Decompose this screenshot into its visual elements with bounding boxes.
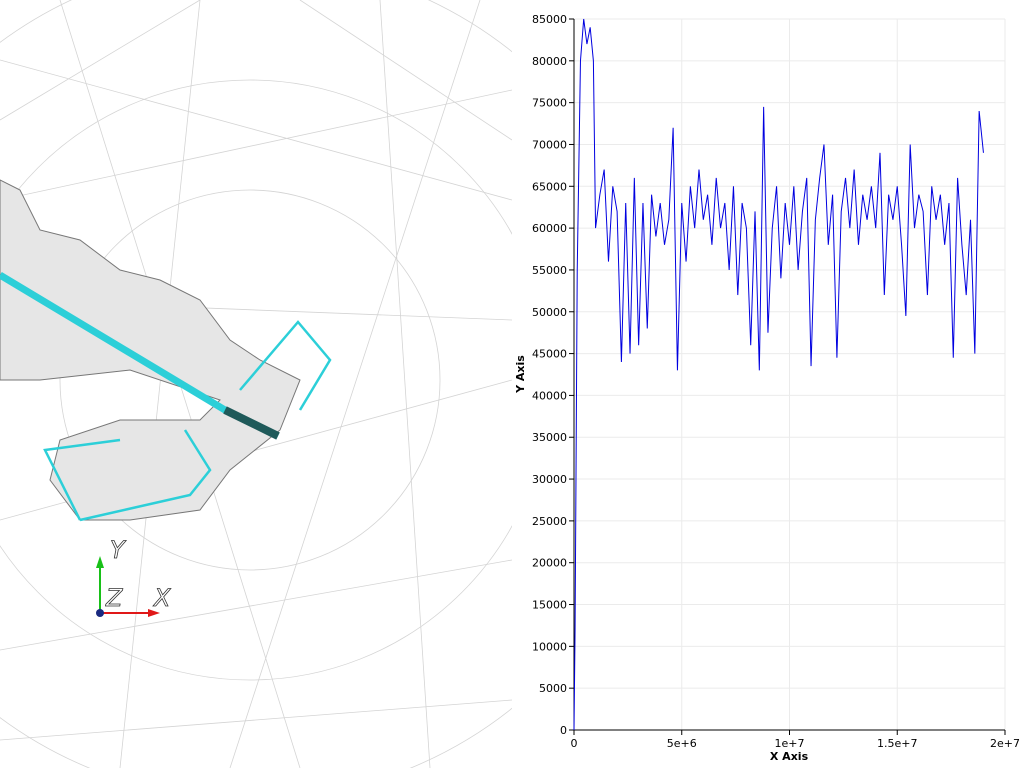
orientation-axes: Y Z X	[96, 536, 171, 617]
y-tick-label: 25000	[532, 515, 567, 528]
axis-y-label: Y	[110, 536, 127, 564]
y-tick-label: 10000	[532, 640, 567, 653]
y-tick-label: 20000	[532, 557, 567, 570]
axis-x-label: X	[152, 584, 171, 612]
y-tick-label: 40000	[532, 389, 567, 402]
x-tick-label: 0	[571, 737, 578, 750]
y-tick-label: 30000	[532, 473, 567, 486]
line-chart-view: X Axis Y Axis 0 5000 10000 15000 20000 25000 3…	[512, 0, 1024, 768]
y-tick-label: 75000	[532, 97, 567, 110]
glyphs	[0, 179, 332, 522]
x-axis-title: X Axis	[770, 750, 809, 763]
y-tick-label: 60000	[532, 222, 567, 235]
series-line	[573, 18, 984, 731]
y-tick-label: 85000	[532, 13, 567, 26]
chart-background	[512, 0, 1024, 768]
x-tick-label: 1e+7	[775, 737, 805, 750]
y-tick-label: 35000	[532, 431, 567, 444]
y-tick-label: 15000	[532, 599, 567, 612]
y-tick-label: 0	[560, 724, 567, 737]
y-tick-label: 45000	[532, 348, 567, 361]
y-tick-label: 50000	[532, 306, 567, 319]
axis-z-label: Z	[105, 584, 123, 612]
y-tick-label: 70000	[532, 138, 567, 151]
x-tick-label: 1.5e+7	[877, 737, 917, 750]
x-tick-label: 2e+7	[990, 737, 1020, 750]
y-tick-label: 80000	[532, 55, 567, 68]
y-tick-label: 55000	[532, 264, 567, 277]
y-tick-label: 65000	[532, 180, 567, 193]
y-axis-title: Y Axis	[514, 355, 527, 394]
x-tick-label: 5e+6	[667, 737, 697, 750]
y-tick-label: 5000	[539, 682, 567, 695]
render-view: Y Z X	[0, 0, 671, 768]
